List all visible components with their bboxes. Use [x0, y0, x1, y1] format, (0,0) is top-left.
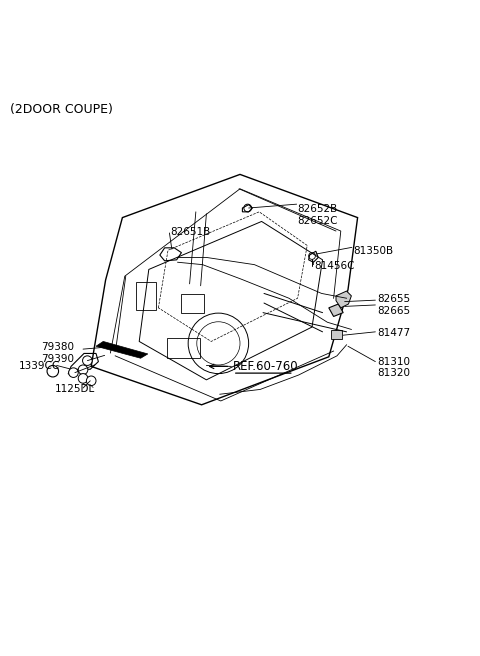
Text: 82652B
82652C: 82652B 82652C: [298, 205, 338, 226]
Text: 82655
82665: 82655 82665: [377, 294, 410, 316]
Text: REF.60-760: REF.60-760: [233, 360, 299, 373]
Bar: [136, 282, 156, 310]
Text: 1339CC: 1339CC: [19, 361, 60, 371]
Text: 79380
79390: 79380 79390: [41, 342, 74, 364]
Circle shape: [78, 365, 88, 375]
Text: 82651B: 82651B: [170, 227, 211, 237]
Bar: [181, 295, 204, 313]
Polygon shape: [329, 304, 343, 316]
Bar: [167, 338, 200, 358]
Text: 81477: 81477: [377, 328, 410, 338]
Text: 81456C: 81456C: [314, 260, 355, 270]
Circle shape: [78, 374, 88, 383]
Text: 81310
81320: 81310 81320: [377, 357, 410, 378]
Polygon shape: [96, 341, 148, 358]
Circle shape: [83, 356, 92, 365]
Polygon shape: [336, 291, 351, 308]
Bar: [331, 330, 342, 338]
Text: 1125DL: 1125DL: [55, 384, 96, 394]
Circle shape: [47, 365, 59, 377]
Text: (2DOOR COUPE): (2DOOR COUPE): [10, 104, 112, 116]
Text: 81350B: 81350B: [353, 246, 393, 256]
Circle shape: [69, 368, 78, 377]
Circle shape: [86, 376, 96, 386]
